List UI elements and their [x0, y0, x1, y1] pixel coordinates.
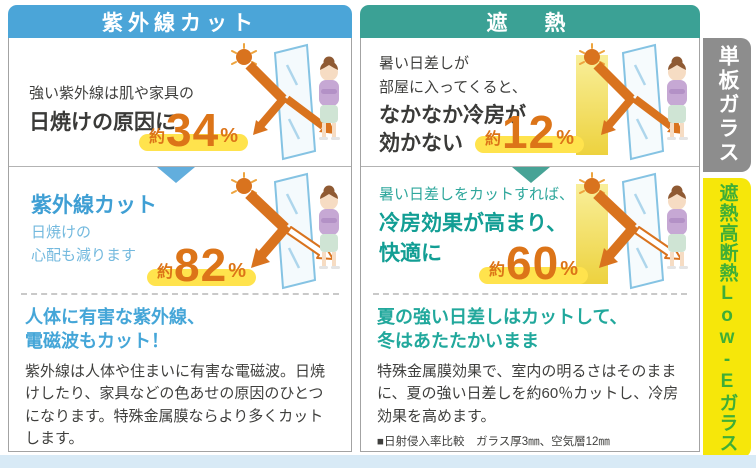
uv-solution-title: 紫外線カット: [31, 194, 157, 217]
percent-value: 82: [174, 239, 228, 292]
highlight-bar: [479, 267, 588, 284]
heat-solution-intro: 暑い日差しをカットすれば、: [379, 186, 575, 203]
highlight-bar: [139, 134, 248, 151]
heat-detail-body: 特殊金属膜効果で、室内の明るさはそのままに、夏の強い日差しを約60％カットし、冷…: [377, 362, 679, 425]
tab-single-glass-label: 単板ガラス: [716, 45, 739, 165]
reflected-arrow-icon: [593, 190, 639, 268]
percent-approx: 約: [485, 131, 502, 148]
percent-unit: %: [220, 125, 238, 147]
uv-before-illustration: [231, 43, 340, 161]
uv-panel: 強い紫外線は肌や家具の 日焼けの原因に 約 34 %: [8, 38, 352, 468]
down-arrow-icon: [512, 167, 550, 183]
sunbeam-arrow-icon: [245, 61, 335, 135]
heat-problem-line2: 部屋に入ってくると、: [379, 79, 527, 96]
woman-figure: [319, 185, 340, 269]
heat-after-illustration: [576, 172, 688, 290]
uv-header: 紫外線カット: [8, 5, 352, 38]
heat-detail-heading-2: 冬はあたたかいまま: [377, 331, 539, 352]
percent-unit: %: [228, 260, 246, 282]
uv-detail-section: 人体に有害な紫外線、 電磁波もカット！ 紫外線は人体や住まいに有害な電磁波。日焼…: [9, 295, 351, 468]
dashed-divider: [21, 293, 339, 295]
percent-approx: 約: [489, 262, 506, 279]
uv-solution-sub1: 日焼けの: [31, 224, 92, 241]
heat-before-illustration: [576, 43, 688, 161]
heat-problem-emphasis1: なかなか冷房が: [379, 104, 526, 127]
heat-panel: 暑い日差しが 部屋に入ってくると、 なかなか冷房が 効かない 約 12 %: [360, 38, 700, 452]
uv-problem-section: 強い紫外線は肌や家具の 日焼けの原因に 約 34 %: [9, 38, 351, 183]
uv-solution-section: 紫外線カット 日焼けの 心配も減ります 約 82 %: [9, 167, 351, 293]
tab-single-glass[interactable]: 単板ガラス: [703, 38, 751, 172]
uv-solution-sub2: 心配も減ります: [31, 247, 137, 264]
woman-figure: [667, 56, 688, 140]
heat-solution-emphasis1: 冷房効果が高まり、: [379, 212, 568, 235]
heat-detail-note-1: ■日射侵入率比較 ガラス厚3㎜、空気層12㎜: [377, 436, 610, 449]
heat-column: 遮 熱 暑い日差しが 部屋に入ってくると、 なかなか冷房が 効かない 約 12 …: [360, 5, 700, 452]
heat-solution-section: 暑い日差しをカットすれば、 冷房効果が高まり、 快適に 約 60 %: [361, 167, 699, 293]
uv-column: 紫外線カット 強い紫外線は肌や家具の 日焼けの原因に 約 34 %: [8, 5, 352, 468]
uv-detail-heading-1: 人体に有害な紫外線、: [25, 307, 205, 327]
percent-approx: 約: [157, 264, 174, 281]
heat-problem-percent: 約 12 %: [475, 106, 584, 159]
bottom-background-strip: [0, 455, 756, 468]
heat-problem-line1: 暑い日差しが: [379, 55, 470, 72]
percent-value: 60: [506, 237, 560, 290]
percent-unit: %: [560, 258, 578, 280]
uv-detail-heading-2: 電磁波もカット！: [25, 331, 169, 352]
heat-solution-percent: 約 60 %: [479, 237, 588, 290]
heat-problem-section: 暑い日差しが 部屋に入ってくると、 なかなか冷房が 効かない 約 12 %: [361, 38, 699, 183]
uv-problem-emphasis: 日焼けの原因に: [29, 111, 176, 134]
percent-unit: %: [556, 127, 574, 149]
percent-value: 12: [502, 106, 556, 159]
reflected-arrow-icon: [245, 190, 291, 268]
heat-detail-heading-1: 夏の強い日差しはカットして、: [377, 307, 628, 327]
highlight-bar: [475, 136, 584, 153]
heat-problem-emphasis2: 効かない: [379, 132, 463, 155]
down-arrow-icon: [157, 167, 195, 183]
percent-value: 34: [166, 104, 220, 157]
tab-lowe-glass[interactable]: 遮熱高断熱Low-Eガラス: [703, 178, 751, 458]
highlight-bar: [147, 269, 256, 286]
woman-figure: [667, 185, 688, 269]
uv-after-illustration: [231, 172, 340, 290]
heat-detail-section: 夏の強い日差しはカットして、 冬はあたたかいまま 特殊金属膜効果で、室内の明るさ…: [361, 295, 699, 450]
dashed-divider: [373, 293, 687, 295]
tab-lowe-glass-label: 遮熱高断熱Low-Eガラス: [716, 183, 738, 453]
woman-figure: [319, 56, 340, 140]
uv-problem-line: 強い紫外線は肌や家具の: [29, 85, 195, 102]
uv-solution-percent: 約 82 %: [147, 239, 256, 292]
percent-approx: 約: [149, 129, 166, 146]
uv-problem-percent: 約 34 %: [139, 104, 248, 157]
uv-detail-body: 紫外線は人体や住まいに有害な電磁波。日焼けしたり、家具などの色あせの原因のひとつ…: [25, 362, 326, 448]
heat-header: 遮 熱: [360, 5, 700, 38]
heat-solution-emphasis2: 快適に: [379, 242, 442, 265]
